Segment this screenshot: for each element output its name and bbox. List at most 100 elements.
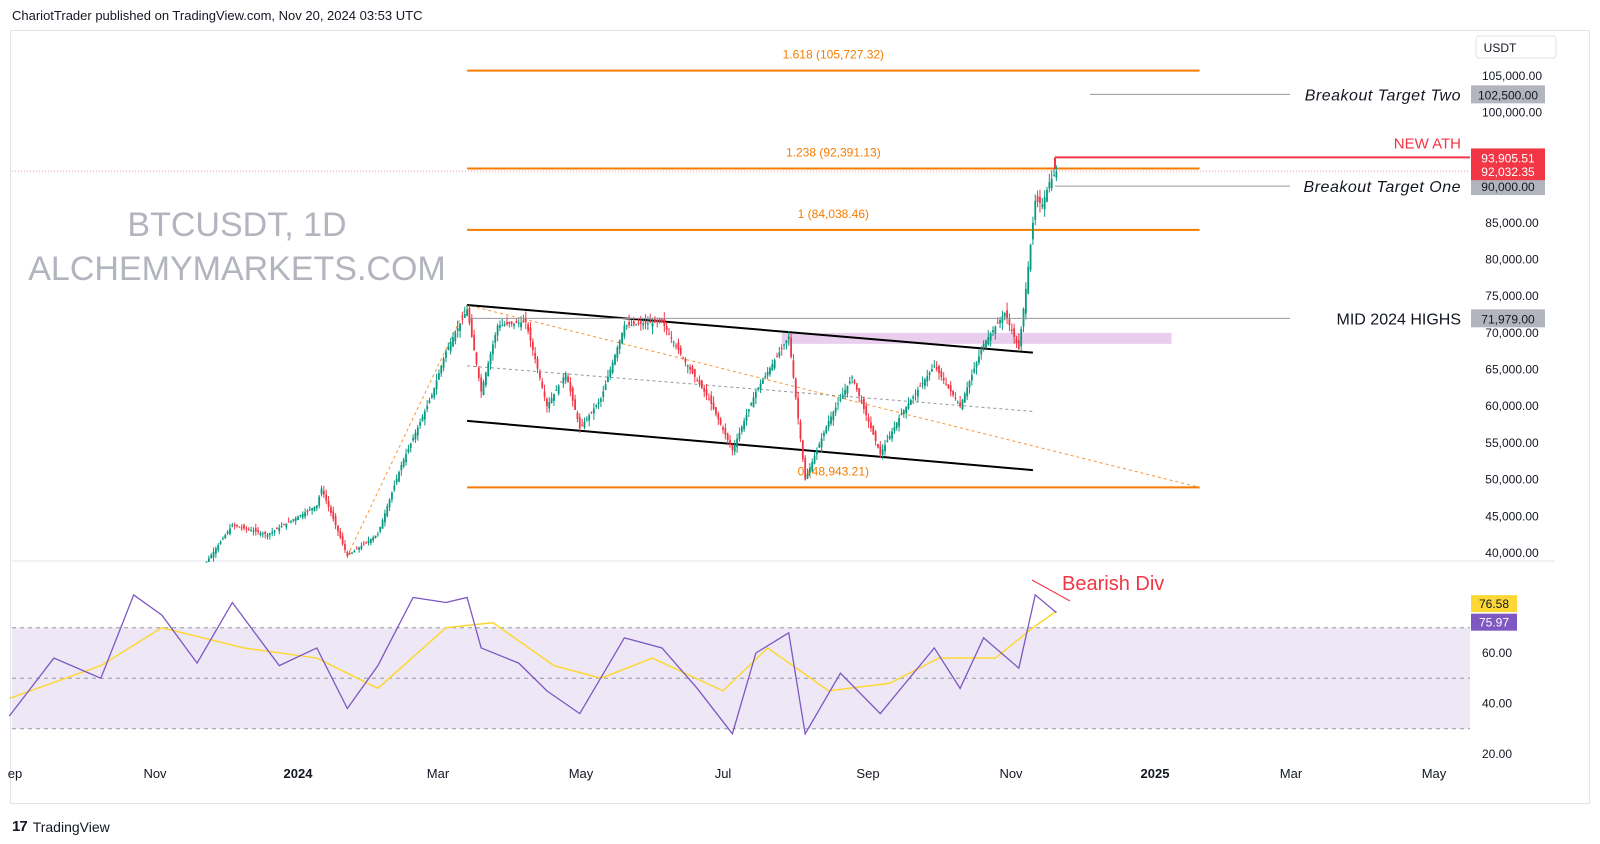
- candle-body: [344, 543, 346, 550]
- candle-body: [524, 317, 527, 322]
- candle-body: [332, 511, 335, 520]
- candle-body: [245, 528, 248, 530]
- candle-body: [806, 473, 809, 479]
- candle-body: [219, 541, 222, 545]
- candle-body: [978, 356, 980, 363]
- candle-body: [614, 354, 616, 365]
- candle-body: [468, 308, 471, 324]
- candle-body: [797, 397, 800, 419]
- y-tick-label: 70,000.00: [1485, 326, 1539, 340]
- candle-body: [520, 322, 522, 328]
- candle-body: [698, 379, 701, 385]
- candle-body: [1034, 200, 1037, 220]
- candle-body: [283, 524, 285, 526]
- candle-body: [712, 402, 715, 410]
- candle-body: [658, 318, 661, 323]
- candle-body: [909, 399, 912, 405]
- candle-body: [747, 409, 750, 412]
- candle-body: [257, 530, 260, 533]
- candle-body: [426, 405, 429, 410]
- rsi-line: [8, 593, 1057, 736]
- candle-body: [285, 523, 288, 528]
- ath-label: NEW ATH: [1394, 135, 1461, 152]
- candle-body: [691, 366, 694, 374]
- candle-body: [513, 323, 515, 326]
- candle-body: [592, 408, 595, 414]
- candle-body: [217, 545, 220, 551]
- candle-body: [938, 366, 940, 374]
- candle-body: [454, 332, 457, 342]
- candle-body: [693, 369, 696, 377]
- candle-body: [280, 526, 283, 528]
- candle-body: [924, 379, 926, 386]
- candle-body: [442, 358, 445, 368]
- candle-body: [529, 327, 532, 341]
- candle-body: [830, 416, 832, 424]
- candle-body: [588, 415, 591, 421]
- candle-body: [973, 368, 976, 373]
- candle-body: [541, 381, 544, 388]
- candle-body: [902, 410, 905, 414]
- candle-body: [376, 533, 379, 535]
- candle-body: [607, 376, 609, 382]
- level-label: MID 2024 HIGHS: [1337, 311, 1461, 328]
- candle-body: [1032, 222, 1034, 240]
- candle-body: [414, 432, 417, 440]
- candle-body: [639, 321, 642, 324]
- candle-body: [492, 344, 494, 355]
- candle-body: [489, 353, 492, 365]
- candle-body: [999, 319, 1001, 324]
- candle-body: [569, 381, 572, 392]
- candle-body: [952, 390, 954, 396]
- candle-body: [487, 363, 490, 377]
- candle-body: [686, 365, 689, 367]
- candle-body: [313, 506, 316, 511]
- fib-level-label: 1 (84,038.46): [798, 207, 869, 221]
- candle-body: [585, 418, 588, 420]
- candle-body: [362, 543, 365, 545]
- candle-body: [339, 531, 342, 538]
- candle-body: [837, 403, 839, 405]
- candle-body: [877, 443, 879, 448]
- candle-body: [921, 382, 924, 384]
- candle-body: [278, 527, 281, 532]
- candle-body: [996, 322, 999, 324]
- candle-body: [430, 395, 433, 398]
- candle-body: [506, 321, 508, 325]
- rsi-tick-label: 20.00: [1482, 747, 1512, 761]
- candle-body: [527, 324, 530, 332]
- candle-body: [322, 490, 325, 495]
- candle-body: [581, 424, 584, 426]
- candle-body: [205, 561, 208, 563]
- candle-body: [308, 509, 311, 511]
- candle-body: [604, 384, 607, 391]
- candle-body: [705, 389, 708, 396]
- candle-body: [447, 346, 450, 350]
- candle-body: [238, 526, 241, 528]
- y-tick-label: 50,000.00: [1485, 473, 1539, 487]
- y-tick-label: 100,000.00: [1482, 106, 1542, 120]
- candle-body: [438, 373, 440, 380]
- channel-upper-line: [467, 303, 1033, 354]
- candle-body: [757, 387, 760, 390]
- candle-body: [254, 528, 257, 532]
- candle-body: [297, 516, 299, 521]
- candle-body: [635, 324, 638, 326]
- candle-body: [862, 398, 865, 409]
- footer-brand: TradingView: [32, 818, 110, 835]
- candle-body: [412, 438, 414, 441]
- candle-body: [724, 428, 727, 435]
- candle-body: [752, 397, 755, 408]
- candle-body: [740, 426, 743, 432]
- chart-frame[interactable]: [10, 30, 1590, 804]
- candle-body: [823, 432, 825, 437]
- y-tick-label: 75,000.00: [1485, 289, 1539, 303]
- candle-body: [320, 488, 323, 495]
- candle-body: [534, 352, 537, 360]
- candle-body: [790, 337, 792, 357]
- y-tick-label: 40,000.00: [1485, 546, 1539, 560]
- candle-body: [287, 521, 290, 523]
- candle-body: [649, 321, 652, 323]
- candle-body: [745, 415, 748, 422]
